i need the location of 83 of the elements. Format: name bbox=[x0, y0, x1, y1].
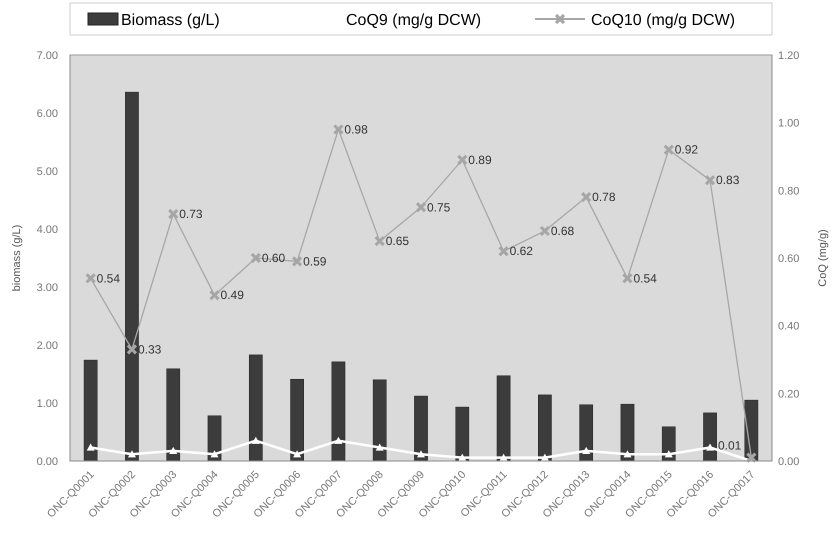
point bbox=[416, 202, 426, 212]
point bbox=[664, 144, 674, 155]
data-label: 0.49 bbox=[220, 288, 244, 302]
point bbox=[374, 236, 385, 246]
point bbox=[582, 446, 590, 454]
point bbox=[623, 450, 632, 458]
point bbox=[334, 436, 342, 444]
bar bbox=[290, 378, 304, 462]
point bbox=[292, 256, 302, 266]
text: CoQ9 (mg/g DCW) bbox=[346, 12, 482, 29]
bar bbox=[166, 368, 180, 462]
y-tick-label: 0.00 bbox=[36, 456, 58, 468]
point bbox=[86, 273, 96, 284]
point bbox=[376, 443, 384, 451]
data-label: 0.60 bbox=[262, 251, 286, 265]
point bbox=[128, 450, 136, 458]
bar bbox=[372, 380, 387, 462]
y2-tick-label: 1.20 bbox=[778, 50, 800, 62]
data-label: 0.98 bbox=[344, 122, 368, 136]
data-label: 0.78 bbox=[592, 190, 616, 204]
y2-tick-label: 0.40 bbox=[778, 320, 800, 333]
point bbox=[500, 454, 508, 461]
bar bbox=[579, 404, 594, 462]
y2-tick-label: 0.80 bbox=[778, 185, 800, 198]
bar bbox=[84, 360, 98, 462]
bar bbox=[455, 406, 470, 462]
point bbox=[540, 454, 549, 461]
data-label: 0.68 bbox=[550, 224, 575, 238]
point bbox=[333, 124, 344, 135]
bar bbox=[538, 394, 552, 462]
y2-tick-label: 1.00 bbox=[778, 118, 800, 130]
point bbox=[168, 208, 178, 220]
point bbox=[704, 175, 716, 186]
y-axis-title: biomass (g/L) bbox=[11, 224, 23, 292]
y-tick-label: 6.00 bbox=[36, 108, 58, 120]
point bbox=[209, 290, 220, 300]
point bbox=[417, 450, 425, 458]
legend-label: CoQ10 (mg/g DCW) bbox=[591, 12, 736, 29]
legend-label: Biomass (g/L) bbox=[121, 12, 220, 29]
point bbox=[581, 192, 592, 202]
data-label: 0.01 bbox=[718, 438, 742, 453]
y2-tick-label: 0.00 bbox=[778, 456, 800, 468]
bar bbox=[414, 396, 428, 462]
point bbox=[126, 344, 138, 354]
data-label: 0.54 bbox=[633, 271, 658, 286]
y2-tick-label: 0.60 bbox=[778, 253, 800, 265]
point bbox=[252, 436, 260, 444]
point bbox=[169, 446, 178, 454]
point bbox=[540, 226, 550, 236]
bar bbox=[620, 404, 634, 462]
point bbox=[210, 450, 219, 458]
y-tick-label: 5.00 bbox=[36, 166, 58, 178]
data-label: 0.54 bbox=[96, 271, 120, 286]
data-label: 0.75 bbox=[427, 200, 451, 214]
point bbox=[498, 246, 509, 256]
y2-tick-label: 0.20 bbox=[778, 388, 800, 400]
y-tick-label: 3.00 bbox=[36, 282, 58, 294]
data-label: 0.92 bbox=[674, 142, 698, 157]
point bbox=[86, 443, 95, 451]
data-label: 0.73 bbox=[179, 207, 203, 222]
bar bbox=[125, 92, 139, 462]
point bbox=[622, 273, 633, 284]
point bbox=[458, 454, 466, 461]
bar bbox=[208, 416, 222, 462]
data-label: 0.83 bbox=[716, 173, 740, 188]
bar bbox=[703, 412, 717, 462]
data-label: 0.59 bbox=[303, 254, 327, 268]
bar bbox=[496, 375, 510, 462]
point bbox=[706, 443, 714, 451]
point bbox=[293, 450, 302, 458]
y-tick-label: 7.00 bbox=[36, 50, 58, 62]
point bbox=[664, 450, 673, 458]
y-tick-label: 4.00 bbox=[36, 224, 58, 236]
y-tick-label: 1.00 bbox=[36, 398, 58, 410]
bar bbox=[248, 354, 263, 462]
point bbox=[250, 252, 261, 264]
data-label: 0.65 bbox=[386, 234, 410, 248]
data-label: 0.89 bbox=[468, 152, 492, 167]
point bbox=[457, 154, 468, 165]
data-label: 0.62 bbox=[510, 244, 534, 258]
bar bbox=[332, 362, 346, 462]
y-tick-label: 2.00 bbox=[36, 340, 58, 352]
y2-axis-title: CoQ (mg/g) bbox=[817, 229, 829, 287]
